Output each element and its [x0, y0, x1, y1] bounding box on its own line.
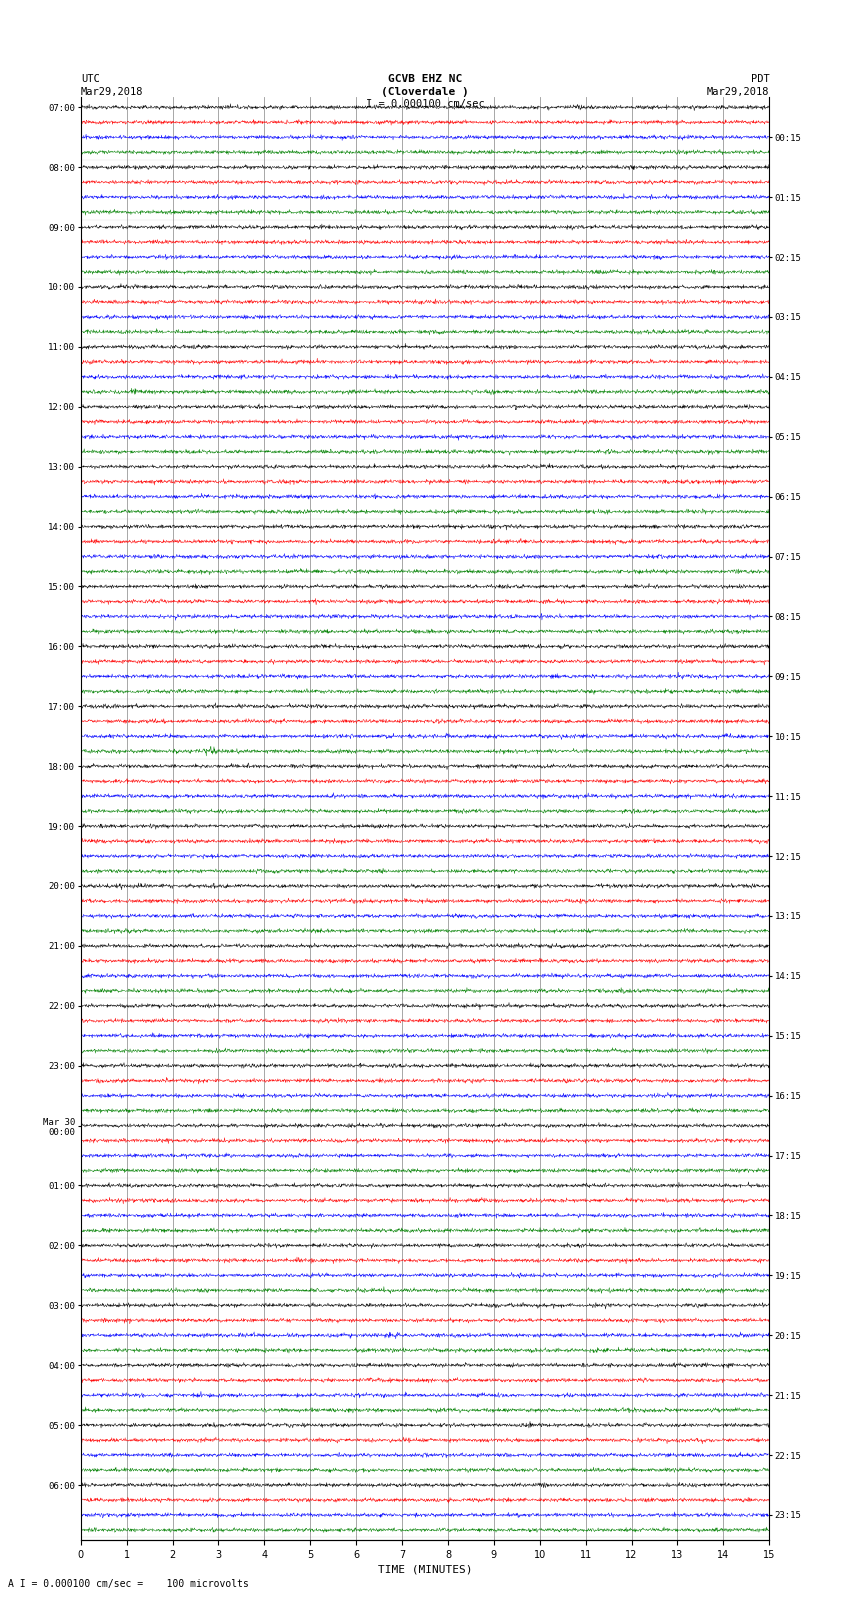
Text: UTC: UTC: [81, 74, 99, 84]
Text: I = 0.000100 cm/sec: I = 0.000100 cm/sec: [366, 98, 484, 110]
Text: Mar29,2018: Mar29,2018: [81, 87, 144, 97]
Text: PDT: PDT: [751, 74, 769, 84]
X-axis label: TIME (MINUTES): TIME (MINUTES): [377, 1565, 473, 1574]
Text: A I = 0.000100 cm/sec =    100 microvolts: A I = 0.000100 cm/sec = 100 microvolts: [8, 1579, 249, 1589]
Text: (Cloverdale ): (Cloverdale ): [381, 87, 469, 97]
Text: Mar29,2018: Mar29,2018: [706, 87, 769, 97]
Text: GCVB EHZ NC: GCVB EHZ NC: [388, 74, 462, 84]
